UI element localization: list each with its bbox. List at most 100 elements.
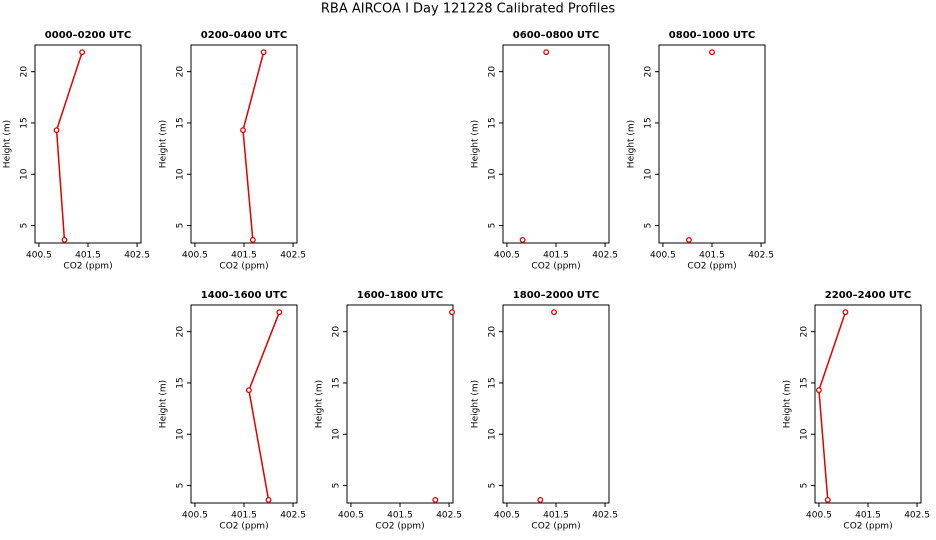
y-tick-label: 15 [332,377,342,388]
x-axis-label: CO2 (ppm) [63,262,112,272]
data-point [709,49,715,56]
x-tick-label: 401.5 [699,251,725,261]
data-point [685,236,692,243]
y-tick-label: 5 [20,223,30,229]
y-tick-label: 20 [176,66,186,78]
x-tick-label: 400.5 [650,251,676,261]
x-tick-label: 400.5 [182,511,208,521]
x-tick-label: 402.5 [592,511,618,521]
data-point [79,49,86,56]
y-tick-label: 10 [176,428,186,440]
data-point [537,496,544,503]
y-tick-label: 5 [800,483,810,489]
x-tick-label: 402.5 [280,251,306,261]
data-point [276,309,283,316]
x-axis-label: CO2 (ppm) [687,262,736,272]
x-tick-label: 401.5 [543,251,569,261]
x-tick-label: 400.5 [26,251,52,261]
y-tick-label: 20 [488,66,498,78]
page-title: RBA AIRCOA I Day 121228 Calibrated Profi… [321,2,615,17]
data-point [265,496,272,503]
panel: 0200–0400 UTC 400.5 401.5 402.5 CO2 (ppm) 5 10… [159,30,306,272]
data-point [53,127,60,134]
panel-title: 1400–1600 UTC [201,290,287,301]
y-tick-label: 15 [488,117,498,128]
x-tick-label: 401.5 [543,511,569,521]
y-tick-label: 15 [176,377,186,388]
y-tick-label: 20 [332,326,342,338]
data-point [432,496,439,503]
x-axis-label: CO2 (ppm) [219,262,268,272]
panel: 0000–0200 UTC 400.5 401.5 402.5 CO2 (ppm) 5 10… [3,30,150,272]
y-tick-label: 10 [332,428,342,440]
y-axis-label: Height (m) [471,380,481,428]
y-tick-label: 5 [644,223,654,229]
x-tick-label: 402.5 [904,511,930,521]
panel: 1800–2000 UTC 400.5 401.5 402.5 CO2 (ppm) 5 10… [471,290,618,532]
y-tick-label: 15 [488,377,498,388]
data-point [449,309,455,316]
y-tick-label: 20 [176,326,186,338]
y-tick-label: 10 [20,168,30,180]
x-tick-label: 402.5 [124,251,150,261]
panel: 0800–1000 UTC 400.5 401.5 402.5 CO2 (ppm) 5 10… [627,30,774,272]
y-tick-label: 20 [800,326,810,338]
y-axis-label: Height (m) [315,380,325,428]
y-tick-label: 15 [644,117,654,128]
panel: 1600–1800 UTC 400.5 401.5 402.5 CO2 (ppm) 5 10… [315,290,462,532]
y-tick-label: 20 [644,66,654,78]
x-axis-label: CO2 (ppm) [375,522,424,532]
data-point [245,387,252,394]
y-tick-label: 20 [488,326,498,338]
x-tick-label: 402.5 [436,511,462,521]
x-tick-label: 401.5 [387,511,413,521]
panel-title: 0200–0400 UTC [201,30,287,41]
x-axis-label: CO2 (ppm) [531,262,580,272]
x-tick-label: 400.5 [494,251,520,261]
data-point [260,49,267,56]
y-tick-label: 10 [488,428,498,440]
y-tick-label: 20 [20,66,30,78]
x-tick-label: 401.5 [231,511,257,521]
data-point [543,49,550,56]
x-axis-label: CO2 (ppm) [219,522,268,532]
y-tick-label: 5 [332,483,342,489]
panel-title: 1800–2000 UTC [513,290,599,301]
y-tick-label: 5 [488,483,498,489]
x-tick-label: 402.5 [592,251,618,261]
panel: 1400–1600 UTC 400.5 401.5 402.5 CO2 (ppm) 5 10… [159,290,306,532]
y-axis-label: Height (m) [783,380,793,428]
panel: 2200–2400 UTC 400.5 401.5 402.5 CO2 (ppm) 5 10… [783,290,930,532]
y-tick-label: 5 [176,223,186,229]
x-axis-label: CO2 (ppm) [843,522,892,532]
y-axis-label: Height (m) [627,120,637,168]
panel: 0600–0800 UTC 400.5 401.5 402.5 CO2 (ppm) 5 10… [471,30,618,272]
panel-title: 1600–1800 UTC [357,290,443,301]
data-point [815,387,822,394]
x-axis-label: CO2 (ppm) [531,522,580,532]
y-tick-label: 10 [644,168,654,180]
x-tick-label: 400.5 [494,511,520,521]
y-tick-label: 5 [176,483,186,489]
y-tick-label: 10 [176,168,186,180]
panel-title: 0600–0800 UTC [513,30,599,41]
x-tick-label: 401.5 [855,511,881,521]
data-point [249,236,256,243]
y-axis-label: Height (m) [471,120,481,168]
y-tick-label: 5 [488,223,498,229]
x-tick-label: 400.5 [806,511,832,521]
data-point [824,496,831,503]
y-tick-label: 15 [800,377,810,388]
panel-title: 2200–2400 UTC [825,290,911,301]
x-tick-label: 402.5 [280,511,306,521]
x-tick-label: 402.5 [748,251,774,261]
y-axis-label: Height (m) [3,120,13,168]
x-tick-label: 400.5 [182,251,208,261]
y-tick-label: 10 [488,168,498,180]
x-tick-label: 401.5 [231,251,257,261]
x-tick-label: 401.5 [75,251,101,261]
y-tick-label: 15 [176,117,186,128]
data-point [61,236,68,243]
